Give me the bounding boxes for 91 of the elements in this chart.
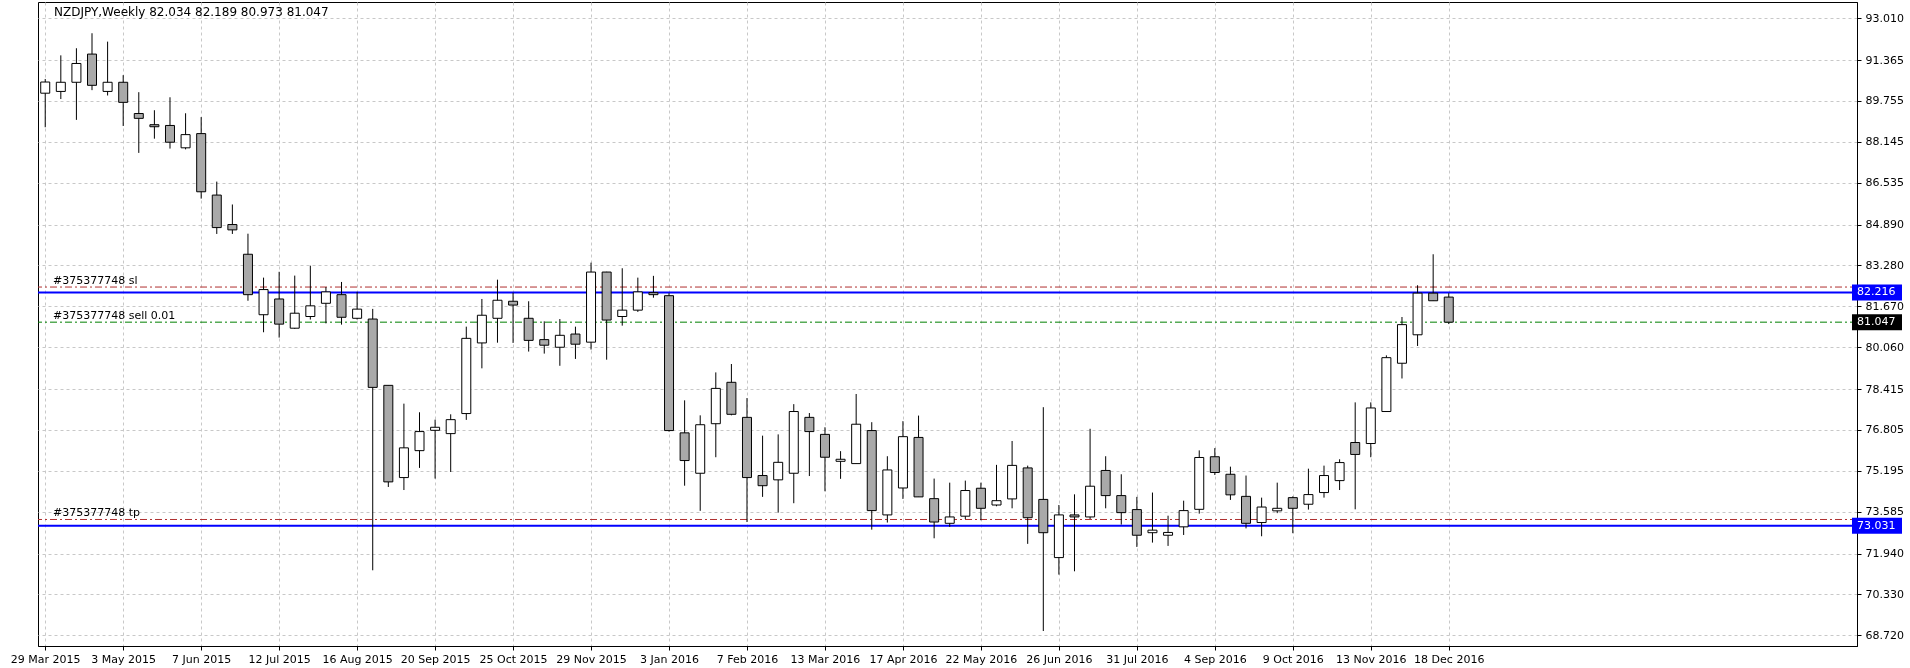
candlestick (414, 411, 425, 469)
candlestick (1069, 493, 1080, 572)
candlestick (835, 450, 846, 480)
y-tick-label: 68.720 (1865, 628, 1904, 642)
candlestick (320, 286, 331, 324)
x-tick-label: 20 Sep 2015 (400, 652, 471, 666)
candlestick (1287, 495, 1298, 534)
candlestick (102, 41, 113, 96)
candlestick (757, 435, 768, 498)
candlestick (929, 478, 940, 539)
candlestick (1116, 473, 1127, 526)
y-tick-label: 83.280 (1865, 258, 1904, 272)
candlestick (445, 413, 456, 473)
x-tick-label: 25 Oct 2015 (479, 652, 548, 666)
candlestick (1178, 500, 1189, 536)
y-tick-label: 75.195 (1865, 464, 1904, 478)
ref-line-label: #375377748 tp (53, 506, 141, 520)
candlestick (804, 412, 815, 477)
candlestick (1319, 465, 1329, 499)
y-tick-label: 71.940 (1865, 547, 1904, 561)
candlestick (149, 109, 160, 140)
y-tick-label: 86.535 (1865, 176, 1904, 190)
candlestick (819, 426, 830, 492)
y-tick-label: 91.365 (1865, 53, 1904, 67)
y-tick-label: 84.890 (1865, 218, 1904, 232)
y-tick-label: 76.805 (1865, 423, 1904, 437)
x-tick-label: 16 Aug 2015 (322, 652, 393, 666)
candlestick (944, 482, 955, 528)
candlestick (430, 419, 441, 480)
y-tick-label: 78.415 (1865, 382, 1904, 396)
candlestick (1350, 401, 1361, 510)
candlestick (975, 482, 986, 521)
text: 81.047 (1857, 315, 1896, 329)
candlestick (133, 91, 144, 154)
y-tick-label: 89.755 (1865, 94, 1904, 108)
candlestick (508, 292, 519, 344)
x-tick-label: 13 Nov 2016 (1336, 652, 1407, 666)
candlestick (617, 267, 628, 327)
x-tick-label: 31 Jul 2016 (1106, 652, 1169, 666)
candlestick (539, 320, 550, 355)
x-tick-label: 26 Jun 2016 (1026, 652, 1093, 666)
candlestick (523, 300, 534, 353)
candlestick (227, 203, 238, 235)
chart-title: NZDJPY,Weekly 82.034 82.189 80.973 81.047 (54, 5, 329, 19)
x-tick-label: 13 Mar 2016 (790, 652, 861, 666)
x-tick-label: 18 Dec 2016 (1414, 652, 1485, 666)
candlestick (1209, 447, 1220, 476)
y-tick-label: 88.145 (1865, 135, 1904, 149)
ref-line-label: 73.031 (1857, 518, 1896, 532)
candlestick (118, 74, 129, 127)
candlestick (1428, 253, 1439, 302)
ref-line-label: #375377748 sell 0.01 (53, 309, 176, 323)
ref-line-label: 82.216 (1857, 285, 1896, 299)
x-tick-label: 29 Nov 2015 (556, 652, 627, 666)
x-tick-label: 7 Feb 2016 (716, 652, 779, 666)
y-tick-label: 80.060 (1865, 340, 1904, 354)
candlestick (1163, 515, 1174, 547)
candlestick (1303, 468, 1314, 511)
candlestick (1256, 497, 1267, 537)
x-tick-label: 3 Jan 2016 (640, 652, 699, 666)
candlestick (570, 326, 581, 360)
ref-line-label: #375377748 sl (53, 274, 138, 288)
x-tick-label: 3 May 2015 (91, 652, 157, 666)
y-tick-label: 73.585 (1865, 505, 1904, 519)
candlestick (492, 279, 503, 344)
candlestick (180, 112, 191, 150)
x-tick-label: 9 Oct 2016 (1262, 652, 1324, 666)
candlestick (648, 275, 659, 299)
y-tick-label: 81.670 (1865, 299, 1904, 313)
x-tick-label: 29 Mar 2015 (10, 652, 81, 666)
x-tick-label: 7 Jun 2015 (172, 652, 232, 666)
candlestick (773, 433, 784, 514)
candlestick (632, 277, 643, 313)
candlestick (289, 275, 300, 330)
candlestick (991, 464, 1002, 507)
x-tick-label: 17 Apr 2016 (869, 652, 938, 666)
y-tick-label: 70.330 (1865, 587, 1904, 601)
x-tick-label: 22 May 2016 (945, 652, 1018, 666)
candlestick (352, 291, 363, 321)
y-tick-label: 93.010 (1865, 11, 1904, 25)
candlestick (71, 47, 82, 121)
x-tick-label: 12 Jul 2015 (248, 652, 311, 666)
candlestick (305, 265, 316, 321)
candlestick (1334, 458, 1345, 491)
candlestick (1225, 466, 1236, 501)
candlestick (1147, 492, 1158, 544)
candlestick (164, 96, 175, 150)
candlestick (336, 281, 347, 326)
x-tick-label: 4 Sep 2016 (1183, 652, 1247, 666)
candlestick (55, 54, 66, 100)
candlestick (554, 318, 565, 367)
